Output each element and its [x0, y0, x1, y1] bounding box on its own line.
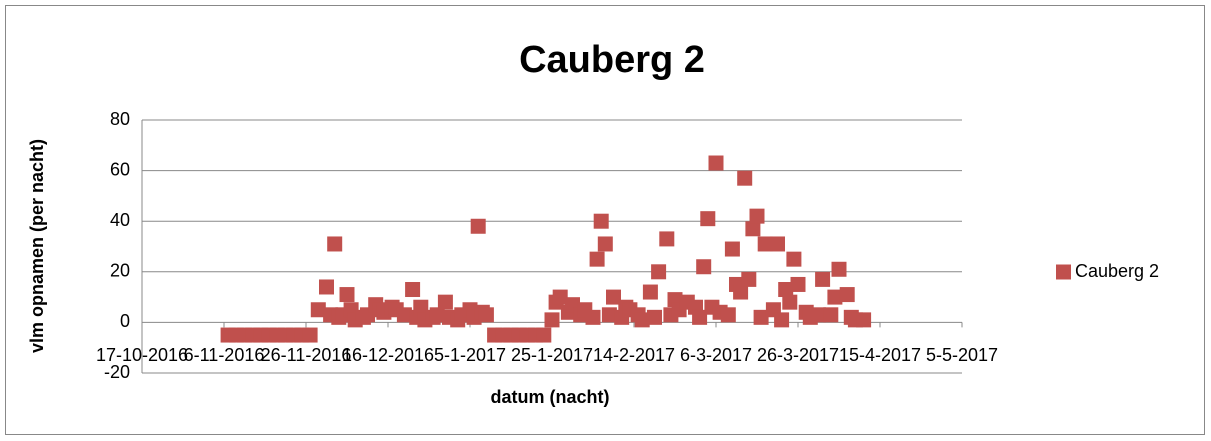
x-axis-title: datum (nacht) — [491, 387, 610, 407]
marker — [831, 261, 847, 277]
marker — [659, 231, 675, 247]
marker — [839, 287, 855, 303]
marker — [700, 211, 716, 227]
marker — [724, 241, 740, 257]
x-tick-label: 26-11-2016 — [261, 345, 352, 365]
x-tick-label: 5-5-2017 — [926, 345, 998, 365]
x-tick-label: 26-3-2017 — [757, 345, 839, 365]
marker — [634, 312, 650, 328]
marker — [733, 284, 749, 300]
marker — [774, 312, 790, 328]
marker — [741, 271, 757, 287]
marker — [470, 218, 486, 234]
marker — [310, 302, 326, 318]
y-tick-label: 80 — [110, 109, 130, 129]
marker — [302, 327, 318, 343]
marker — [396, 307, 412, 323]
x-tick-label: 14-2-2017 — [593, 345, 675, 365]
marker — [815, 271, 831, 287]
x-tick-label: 16-12-2016 — [342, 345, 434, 365]
marker — [585, 309, 601, 325]
marker — [552, 289, 568, 305]
marker — [327, 236, 343, 252]
marker — [737, 170, 753, 186]
y-tick-label: -20 — [104, 362, 130, 382]
marker — [749, 208, 765, 224]
marker — [601, 307, 617, 323]
marker — [708, 155, 724, 171]
legend-label: Cauberg 2 — [1075, 261, 1159, 281]
marker — [642, 284, 658, 300]
marker — [597, 236, 613, 252]
legend-marker — [1056, 264, 1071, 280]
y-tick-label: 0 — [120, 311, 130, 331]
marker — [770, 236, 785, 252]
marker — [827, 289, 843, 305]
marker — [478, 307, 494, 323]
x-tick-label: 17-10-2016 — [96, 345, 188, 365]
marker — [339, 287, 355, 303]
y-axis-title: vlm opnamen (per nacht) — [27, 139, 47, 353]
marker — [651, 264, 667, 280]
marker — [429, 307, 445, 323]
marker — [720, 307, 736, 323]
marker — [778, 282, 794, 298]
marker — [757, 236, 773, 252]
marker — [692, 309, 708, 325]
y-tick-label: 20 — [110, 261, 130, 281]
marker — [413, 299, 429, 315]
x-tick-label: 6-11-2016 — [184, 345, 265, 365]
y-tick-label: 40 — [110, 210, 130, 230]
marker — [811, 307, 826, 323]
x-tick-label: 6-3-2017 — [680, 345, 752, 365]
marker — [823, 307, 839, 323]
marker — [593, 213, 609, 229]
marker — [745, 221, 761, 237]
x-tick-label: 5-1-2017 — [434, 345, 506, 365]
marker — [786, 251, 802, 267]
marker — [856, 312, 872, 328]
x-tick-label: 15-4-2017 — [839, 345, 921, 365]
marker — [782, 294, 798, 310]
marker — [536, 327, 552, 343]
marker — [790, 276, 806, 292]
marker — [606, 289, 621, 305]
marker — [437, 294, 453, 310]
marker — [696, 259, 712, 275]
marker — [405, 282, 421, 298]
y-tick-label: 60 — [110, 159, 130, 179]
chart-title: Cauberg 2 — [519, 39, 705, 81]
marker — [647, 309, 662, 325]
marker — [319, 279, 334, 295]
marker — [753, 309, 769, 325]
marker — [544, 312, 560, 328]
marker — [589, 251, 605, 267]
x-tick-label: 25-1-2017 — [511, 345, 593, 365]
